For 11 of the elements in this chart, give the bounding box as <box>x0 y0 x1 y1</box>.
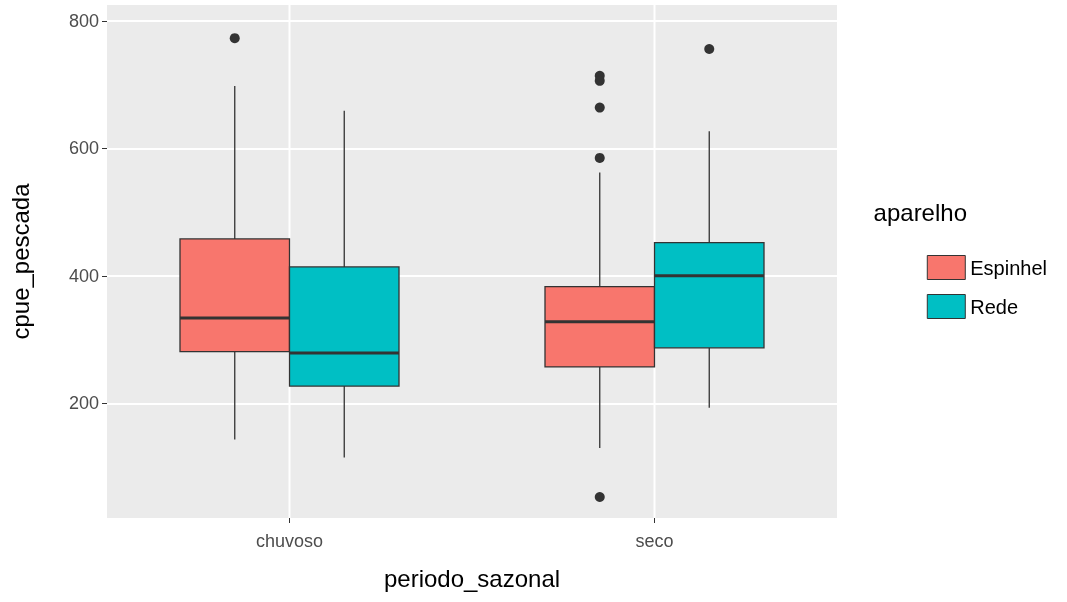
y-tick-label: 400 <box>68 265 99 286</box>
legend-title: aparelho <box>873 198 968 226</box>
legend-label: Rede <box>970 295 1019 318</box>
x-tick-label: chuvoso <box>255 531 324 551</box>
legend-label: Espinhel <box>970 256 1047 279</box>
y-tick-label: 600 <box>68 138 99 159</box>
y-axis-title: cpue_pescada <box>6 182 34 340</box>
y-tick-label: 200 <box>68 393 99 414</box>
y-tick-label: 800 <box>68 10 99 31</box>
x-axis-title: periodo_sazonal <box>383 564 561 592</box>
x-tick-label: seco <box>635 531 674 551</box>
